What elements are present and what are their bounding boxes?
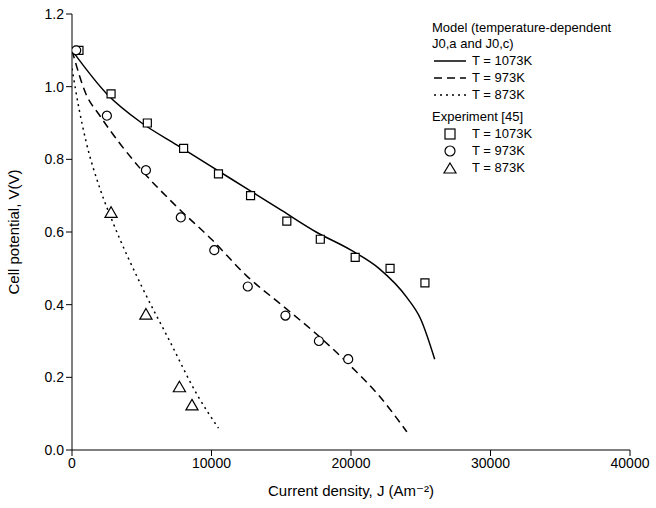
svg-text:30000: 30000	[471, 455, 510, 471]
html-text:T = 1073K: T = 1073K	[472, 52, 533, 68]
svg-text:Current density, J (Am⁻²): Current density, J (Am⁻²)	[268, 482, 434, 499]
svg-text:0.2: 0.2	[45, 369, 65, 385]
html-text:Experiment [45]: Experiment [45]	[432, 109, 523, 124]
html-text:T = 873K: T = 873K	[472, 86, 525, 102]
svg-text:20000: 20000	[332, 455, 371, 471]
html-text:T = 873K: T = 873K	[472, 159, 525, 175]
html-text:T = 973K: T = 973K	[472, 69, 525, 85]
html-text:Model (temperature-dependent J: Model (temperature-dependent J0,a and J0…	[432, 20, 612, 51]
svg-text:0: 0	[68, 455, 76, 471]
html-text:T = 973K: T = 973K	[472, 142, 525, 158]
html-text:T = 1073K: T = 1073K	[472, 125, 533, 141]
svg-text:0.6: 0.6	[45, 224, 65, 240]
svg-text:10000: 10000	[192, 455, 231, 471]
svg-text:0.0: 0.0	[45, 442, 65, 458]
svg-text:1.2: 1.2	[45, 6, 65, 22]
svg-text:Cell potential, V(V): Cell potential, V(V)	[5, 169, 22, 294]
svg-text:0.4: 0.4	[45, 297, 65, 313]
svg-text:0.8: 0.8	[45, 151, 65, 167]
svg-text:1.0: 1.0	[45, 79, 65, 95]
svg-text:40000: 40000	[611, 455, 650, 471]
